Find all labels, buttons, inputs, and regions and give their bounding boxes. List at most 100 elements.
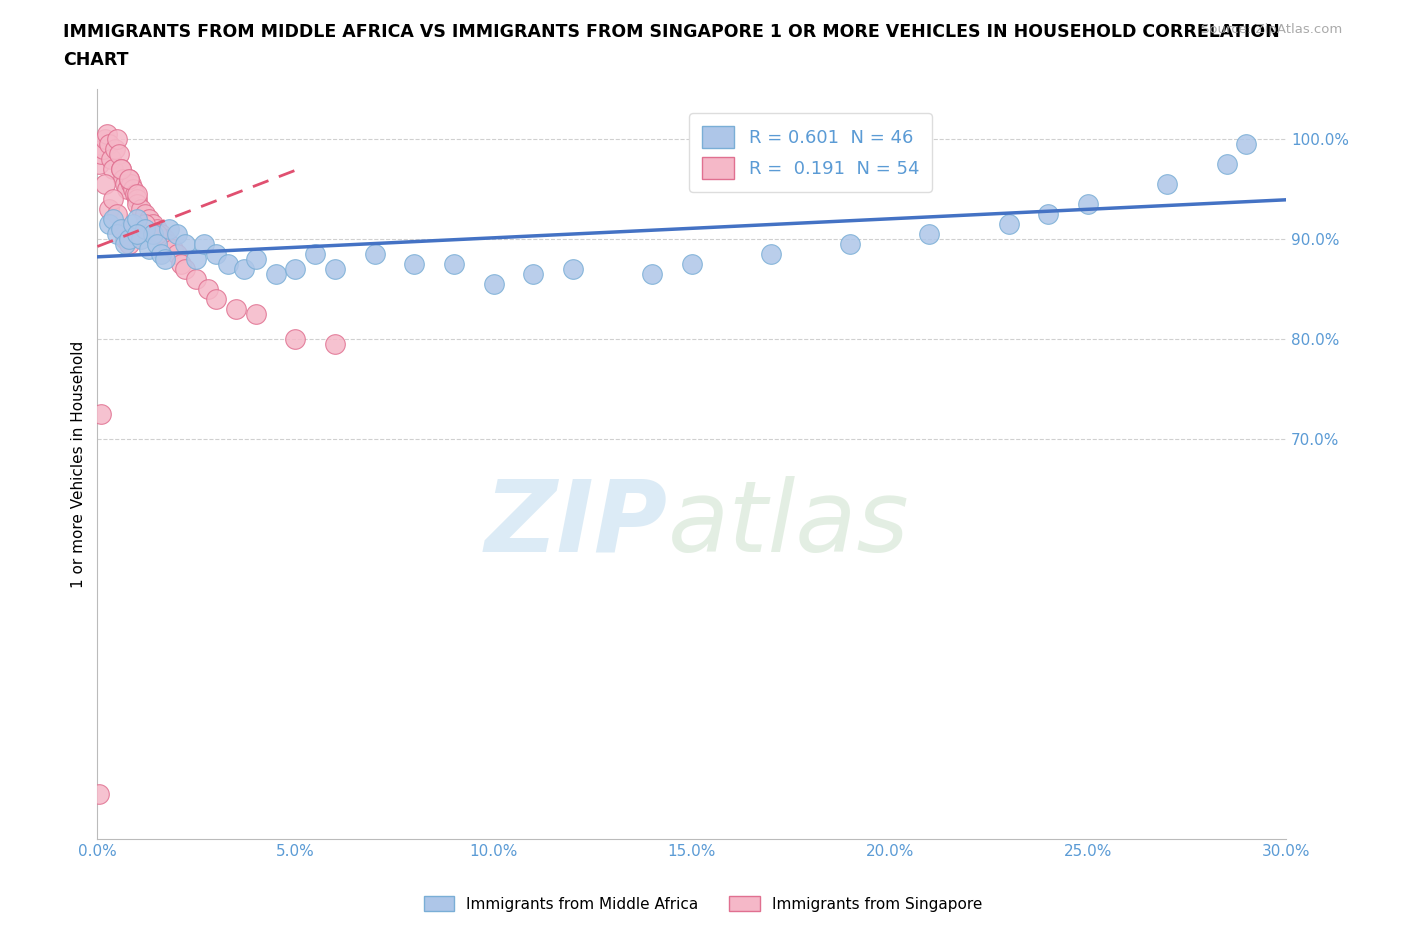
Point — [104, 142, 127, 157]
Point — [98, 217, 121, 232]
Point — [1038, 207, 1060, 222]
Point — [522, 267, 544, 282]
Point — [173, 262, 195, 277]
Point — [105, 207, 128, 222]
Text: CHART: CHART — [63, 51, 129, 69]
Point — [284, 262, 307, 277]
Point — [1234, 137, 1257, 152]
Point — [186, 272, 208, 286]
Point — [110, 222, 132, 237]
Point — [323, 337, 346, 352]
Point — [233, 262, 256, 277]
Point — [173, 237, 195, 252]
Point — [134, 217, 156, 232]
Point — [120, 177, 142, 192]
Point — [114, 232, 136, 246]
Point — [1215, 157, 1237, 172]
Point — [110, 222, 132, 237]
Point — [90, 407, 112, 422]
Point — [134, 222, 156, 237]
Point — [839, 237, 862, 252]
Point — [918, 227, 941, 242]
Point — [284, 332, 307, 347]
Point — [134, 207, 156, 222]
Point — [110, 162, 132, 177]
Point — [264, 267, 287, 282]
Point — [98, 202, 121, 217]
Point — [118, 237, 141, 252]
Point — [482, 277, 505, 292]
Point — [245, 252, 267, 267]
Point — [681, 257, 703, 272]
Point — [641, 267, 664, 282]
Point — [118, 232, 141, 246]
Legend: R = 0.601  N = 46, R =  0.191  N = 54: R = 0.601 N = 46, R = 0.191 N = 54 — [689, 113, 932, 192]
Point — [129, 202, 152, 217]
Text: ZIP: ZIP — [485, 476, 668, 573]
Point — [146, 237, 169, 252]
Point — [138, 212, 160, 227]
Point — [103, 192, 125, 206]
Point — [304, 247, 326, 262]
Text: Source: ZipAtlas.com: Source: ZipAtlas.com — [1202, 23, 1343, 36]
Point — [115, 182, 138, 197]
Point — [122, 217, 145, 232]
Point — [89, 787, 111, 802]
Point — [108, 147, 131, 162]
Point — [96, 127, 118, 142]
Point — [125, 192, 148, 206]
Text: IMMIGRANTS FROM MIDDLE AFRICA VS IMMIGRANTS FROM SINGAPORE 1 OR MORE VEHICLES IN: IMMIGRANTS FROM MIDDLE AFRICA VS IMMIGRA… — [63, 23, 1279, 41]
Point — [404, 257, 426, 272]
Point — [110, 162, 132, 177]
Point — [94, 177, 117, 192]
Point — [138, 242, 160, 257]
Point — [153, 252, 176, 267]
Point — [142, 227, 165, 242]
Point — [561, 262, 583, 277]
Point — [114, 177, 136, 192]
Point — [149, 227, 172, 242]
Point — [759, 247, 782, 262]
Point — [205, 247, 228, 262]
Point — [169, 257, 191, 272]
Point — [363, 247, 385, 262]
Point — [118, 172, 141, 187]
Point — [105, 132, 128, 147]
Point — [186, 252, 208, 267]
Point — [90, 147, 112, 162]
Point — [125, 197, 148, 212]
Point — [142, 217, 165, 232]
Point — [89, 157, 111, 172]
Point — [103, 162, 125, 177]
Legend: Immigrants from Middle Africa, Immigrants from Singapore: Immigrants from Middle Africa, Immigrant… — [418, 889, 988, 918]
Point — [1156, 177, 1178, 192]
Point — [146, 227, 169, 242]
Point — [125, 187, 148, 202]
Point — [146, 222, 169, 237]
Point — [118, 172, 141, 187]
Text: atlas: atlas — [668, 476, 910, 573]
Point — [94, 132, 117, 147]
Point — [122, 182, 145, 197]
Point — [129, 232, 152, 246]
Point — [166, 247, 188, 262]
Point — [124, 187, 146, 202]
Point — [162, 242, 184, 257]
Point — [1077, 197, 1099, 212]
Point — [98, 137, 121, 152]
Point — [997, 217, 1019, 232]
Point — [112, 172, 135, 187]
Point — [149, 247, 172, 262]
Y-axis label: 1 or more Vehicles in Household: 1 or more Vehicles in Household — [72, 340, 86, 588]
Point — [157, 222, 180, 237]
Point — [100, 152, 122, 166]
Point — [245, 307, 267, 322]
Point — [153, 232, 176, 246]
Point — [217, 257, 239, 272]
Point — [323, 262, 346, 277]
Point — [91, 142, 114, 157]
Point — [105, 227, 128, 242]
Point — [157, 237, 180, 252]
Point — [125, 212, 148, 227]
Point — [125, 227, 148, 242]
